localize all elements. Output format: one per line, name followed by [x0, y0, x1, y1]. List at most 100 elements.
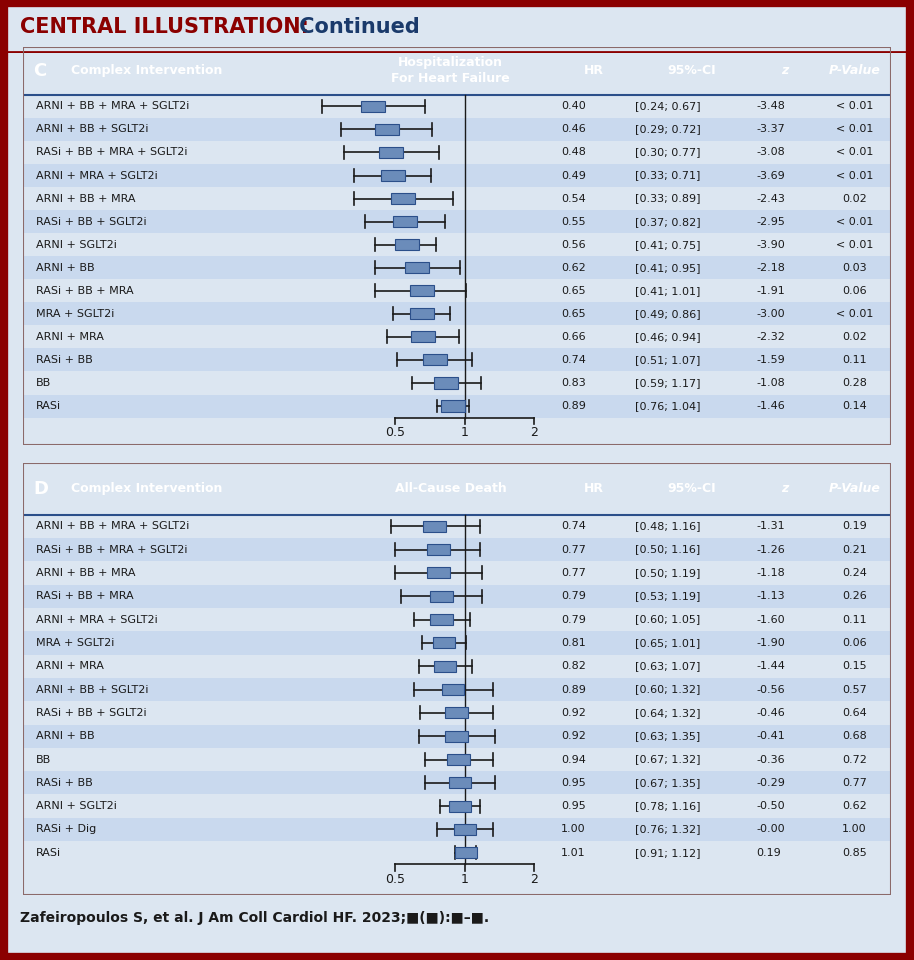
- Bar: [23, 141, 891, 164]
- Text: ARNI + SGLT2i: ARNI + SGLT2i: [36, 802, 117, 811]
- Text: RASi + BB + SGLT2i: RASi + BB + SGLT2i: [36, 217, 146, 227]
- Bar: [23, 795, 891, 818]
- Text: C: C: [33, 62, 47, 80]
- Text: -1.18: -1.18: [757, 568, 785, 578]
- Text: 2: 2: [530, 874, 538, 886]
- Text: 0.02: 0.02: [842, 332, 866, 342]
- Text: 95%-CI: 95%-CI: [667, 482, 716, 495]
- Text: All-Cause Death: All-Cause Death: [395, 482, 506, 495]
- Text: < 0.01: < 0.01: [835, 148, 873, 157]
- Text: ARNI + BB + MRA: ARNI + BB + MRA: [36, 568, 135, 578]
- Text: [0.41; 0.95]: [0.41; 0.95]: [635, 263, 700, 273]
- Text: 0.24: 0.24: [842, 568, 866, 578]
- Text: 0.77: 0.77: [561, 544, 586, 555]
- Text: -3.08: -3.08: [757, 148, 785, 157]
- Bar: [409, 308, 434, 320]
- Text: -0.46: -0.46: [757, 708, 785, 718]
- Text: -1.08: -1.08: [757, 378, 785, 388]
- Bar: [430, 590, 452, 602]
- Text: RASi + BB + MRA: RASi + BB + MRA: [36, 286, 133, 296]
- Text: -0.29: -0.29: [757, 778, 785, 788]
- Text: 0.79: 0.79: [561, 614, 586, 625]
- Text: [0.33; 0.71]: [0.33; 0.71]: [635, 171, 700, 180]
- Text: -1.44: -1.44: [757, 661, 785, 671]
- Bar: [375, 124, 399, 135]
- Bar: [23, 841, 891, 865]
- Bar: [441, 400, 465, 412]
- Text: ARNI + BB + SGLT2i: ARNI + BB + SGLT2i: [36, 125, 148, 134]
- Text: 0.06: 0.06: [842, 637, 866, 648]
- Text: ARNI + BB: ARNI + BB: [36, 732, 94, 741]
- Text: RASi + BB: RASi + BB: [36, 355, 92, 365]
- Bar: [445, 708, 468, 718]
- Text: CENTRAL ILLUSTRATION:: CENTRAL ILLUSTRATION:: [20, 17, 309, 37]
- Text: 0.14: 0.14: [842, 401, 866, 411]
- Text: BB: BB: [36, 378, 51, 388]
- Text: 0.57: 0.57: [842, 684, 866, 694]
- Text: 0.40: 0.40: [561, 102, 586, 111]
- Text: [0.76; 1.32]: [0.76; 1.32]: [635, 825, 700, 834]
- Text: [0.63; 1.07]: [0.63; 1.07]: [635, 661, 700, 671]
- Bar: [23, 515, 891, 538]
- Bar: [395, 239, 419, 251]
- Text: 95%-CI: 95%-CI: [667, 64, 716, 78]
- Text: HR: HR: [584, 64, 604, 78]
- Text: 1: 1: [461, 425, 469, 439]
- Text: < 0.01: < 0.01: [835, 217, 873, 227]
- Text: MRA + SGLT2i: MRA + SGLT2i: [36, 309, 114, 319]
- Bar: [23, 818, 891, 841]
- Text: 1.00: 1.00: [842, 825, 866, 834]
- Text: [0.59; 1.17]: [0.59; 1.17]: [635, 378, 700, 388]
- Bar: [428, 567, 450, 579]
- Text: RASi: RASi: [36, 848, 61, 858]
- Text: BB: BB: [36, 755, 51, 764]
- Bar: [23, 585, 891, 608]
- Text: -1.46: -1.46: [757, 401, 785, 411]
- Bar: [23, 608, 891, 632]
- Text: -2.43: -2.43: [757, 194, 785, 204]
- Bar: [23, 655, 891, 678]
- Bar: [23, 256, 891, 279]
- Bar: [449, 801, 471, 812]
- Bar: [430, 614, 452, 625]
- Text: 0.28: 0.28: [842, 378, 866, 388]
- Text: Complex Intervention: Complex Intervention: [70, 64, 222, 78]
- Text: [0.76; 1.04]: [0.76; 1.04]: [635, 401, 700, 411]
- Bar: [23, 395, 891, 418]
- Text: [0.60; 1.05]: [0.60; 1.05]: [635, 614, 700, 625]
- Bar: [23, 748, 891, 771]
- Text: 0.06: 0.06: [842, 286, 866, 296]
- Text: -2.32: -2.32: [757, 332, 785, 342]
- Text: -2.18: -2.18: [757, 263, 785, 273]
- Text: -1.26: -1.26: [757, 544, 785, 555]
- Bar: [453, 824, 476, 835]
- Bar: [434, 660, 456, 672]
- Bar: [23, 372, 891, 395]
- Text: ARNI + BB + SGLT2i: ARNI + BB + SGLT2i: [36, 684, 148, 694]
- Text: [0.50; 1.16]: [0.50; 1.16]: [635, 544, 700, 555]
- Text: [0.67; 1.35]: [0.67; 1.35]: [635, 778, 700, 788]
- Bar: [411, 331, 435, 343]
- Text: -1.60: -1.60: [757, 614, 785, 625]
- Text: 0.77: 0.77: [842, 778, 866, 788]
- Text: 0.21: 0.21: [842, 544, 866, 555]
- Text: [0.48; 1.16]: [0.48; 1.16]: [635, 521, 700, 531]
- Text: < 0.01: < 0.01: [835, 309, 873, 319]
- Text: 0.79: 0.79: [561, 591, 586, 601]
- Bar: [23, 210, 891, 233]
- Text: [0.53; 1.19]: [0.53; 1.19]: [635, 591, 700, 601]
- Text: 0.92: 0.92: [561, 708, 586, 718]
- Text: -1.90: -1.90: [757, 637, 785, 648]
- Text: -3.48: -3.48: [757, 102, 785, 111]
- Text: [0.78; 1.16]: [0.78; 1.16]: [635, 802, 700, 811]
- Text: 0.11: 0.11: [842, 355, 866, 365]
- Text: RASi + BB: RASi + BB: [36, 778, 92, 788]
- Text: ARNI + SGLT2i: ARNI + SGLT2i: [36, 240, 117, 250]
- Text: 0.62: 0.62: [561, 263, 586, 273]
- Text: Complex Intervention: Complex Intervention: [70, 482, 222, 495]
- Bar: [454, 848, 477, 858]
- Text: 0.55: 0.55: [561, 217, 586, 227]
- Text: 0.95: 0.95: [561, 802, 586, 811]
- Text: [0.41; 1.01]: [0.41; 1.01]: [635, 286, 700, 296]
- Bar: [23, 164, 891, 187]
